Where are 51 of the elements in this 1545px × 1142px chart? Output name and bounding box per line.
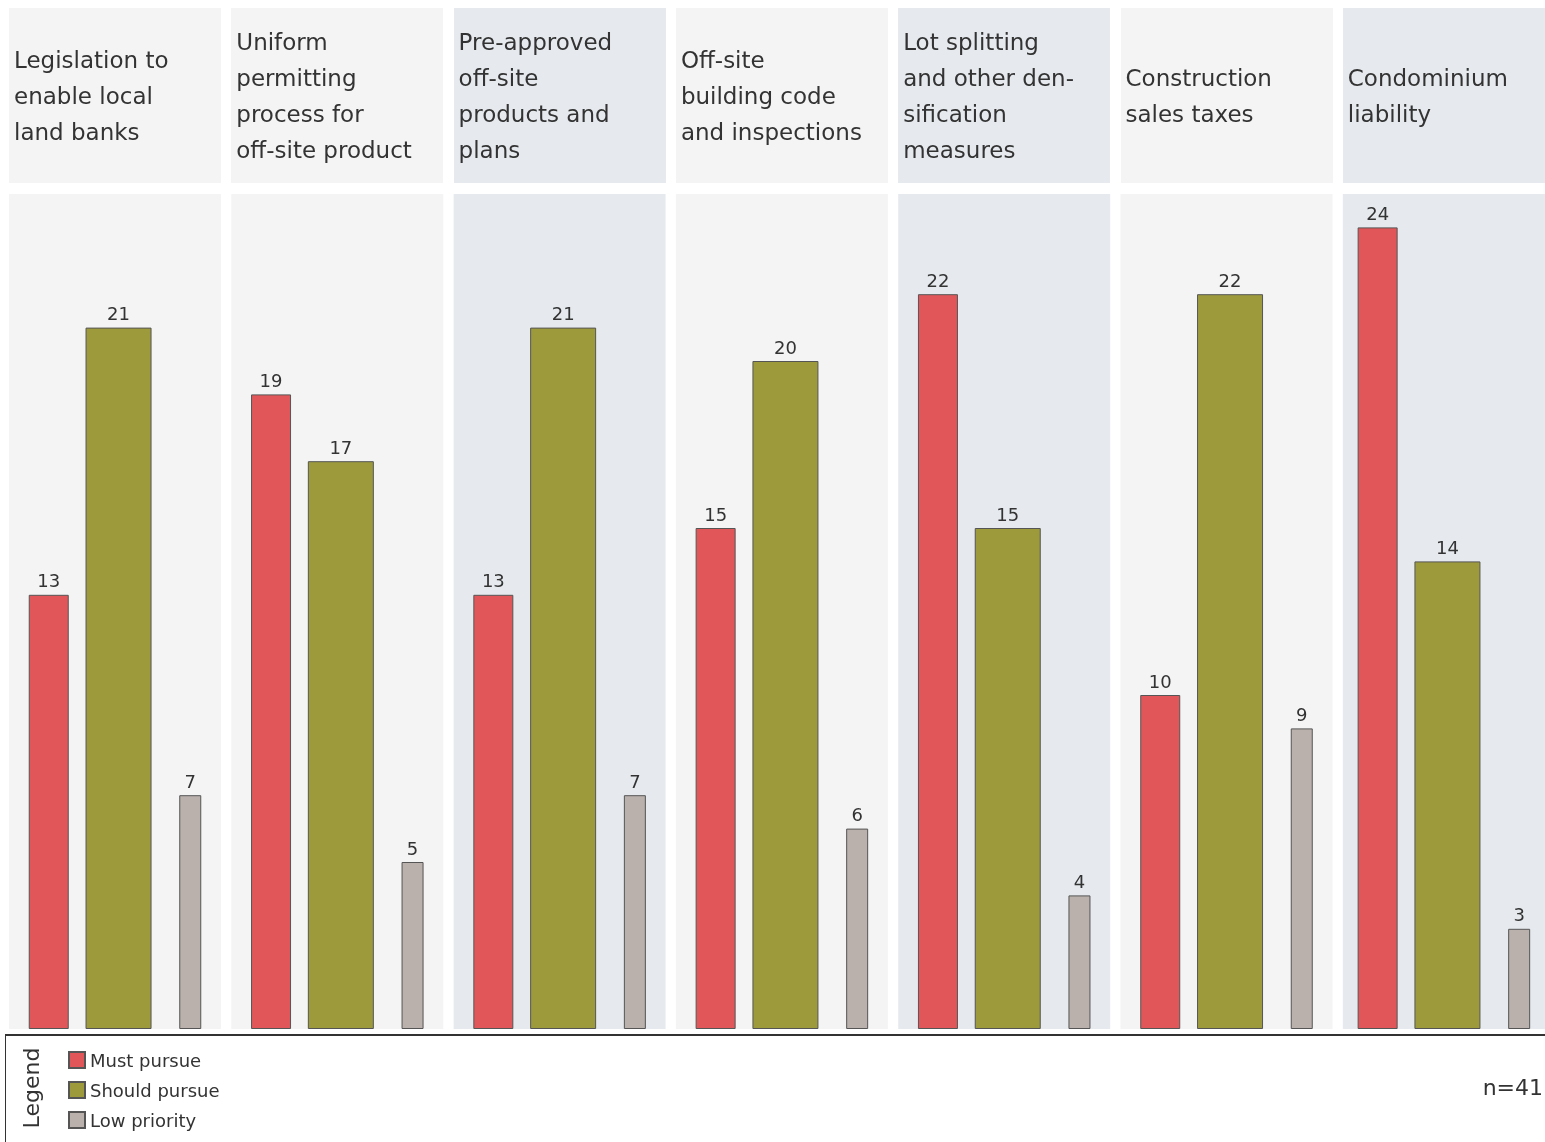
bar xyxy=(401,862,424,1029)
data-label: 9 xyxy=(1296,703,1308,725)
data-label: 20 xyxy=(773,336,797,358)
bar xyxy=(473,594,514,1029)
bar xyxy=(179,795,202,1029)
bar xyxy=(752,361,819,1029)
bar xyxy=(1140,695,1181,1029)
x-tick-label: Condominium liability xyxy=(1347,63,1508,129)
data-label: 19 xyxy=(259,369,283,391)
x-tick-label: Pre-approved off-site products and plans xyxy=(458,27,613,165)
bar xyxy=(623,795,646,1029)
bar xyxy=(846,828,869,1029)
data-label: 22 xyxy=(1218,269,1242,291)
data-label: 7 xyxy=(629,770,641,792)
data-label: 14 xyxy=(1435,536,1459,558)
bar xyxy=(695,528,736,1029)
bar xyxy=(1068,895,1091,1029)
bar xyxy=(28,594,69,1029)
legend-label: Must pursue xyxy=(90,1049,202,1071)
legend-label: Low priority xyxy=(90,1109,197,1131)
data-label: 3 xyxy=(1513,904,1525,926)
data-label: 4 xyxy=(1073,870,1086,892)
data-label: 13 xyxy=(481,570,505,592)
data-label: 15 xyxy=(996,503,1020,525)
data-label: 5 xyxy=(406,837,419,859)
data-label: 22 xyxy=(926,269,950,291)
bar xyxy=(1197,294,1264,1029)
legend-label: Should pursue xyxy=(90,1079,220,1101)
bar xyxy=(85,327,152,1029)
x-tick-label: Uniform permitting process for off-site product xyxy=(236,27,412,165)
data-label: 24 xyxy=(1366,202,1390,224)
x-tick-label: Off-site building code and inspections xyxy=(680,45,862,147)
data-label: 13 xyxy=(37,570,61,592)
data-label: 10 xyxy=(1148,670,1172,692)
x-tick-label: Legislation to enable local land banks xyxy=(14,45,169,147)
legend-title: Legend xyxy=(18,1047,44,1129)
bar xyxy=(917,294,958,1029)
data-label: 6 xyxy=(851,804,863,826)
text: n=41 xyxy=(1482,1075,1543,1100)
data-label: 7 xyxy=(184,770,196,792)
bar xyxy=(974,528,1041,1029)
data-label: 17 xyxy=(329,436,353,458)
bar xyxy=(1290,728,1313,1029)
bar xyxy=(251,394,292,1029)
bar xyxy=(530,327,597,1029)
x-tick-label: Lot splitting and other den- sification measures xyxy=(903,27,1074,165)
x-tick-label: Construction sales taxes xyxy=(1125,63,1272,129)
data-label: 21 xyxy=(551,303,575,325)
data-label: 15 xyxy=(704,503,728,525)
bar xyxy=(307,461,374,1029)
data-label: 21 xyxy=(107,303,130,325)
